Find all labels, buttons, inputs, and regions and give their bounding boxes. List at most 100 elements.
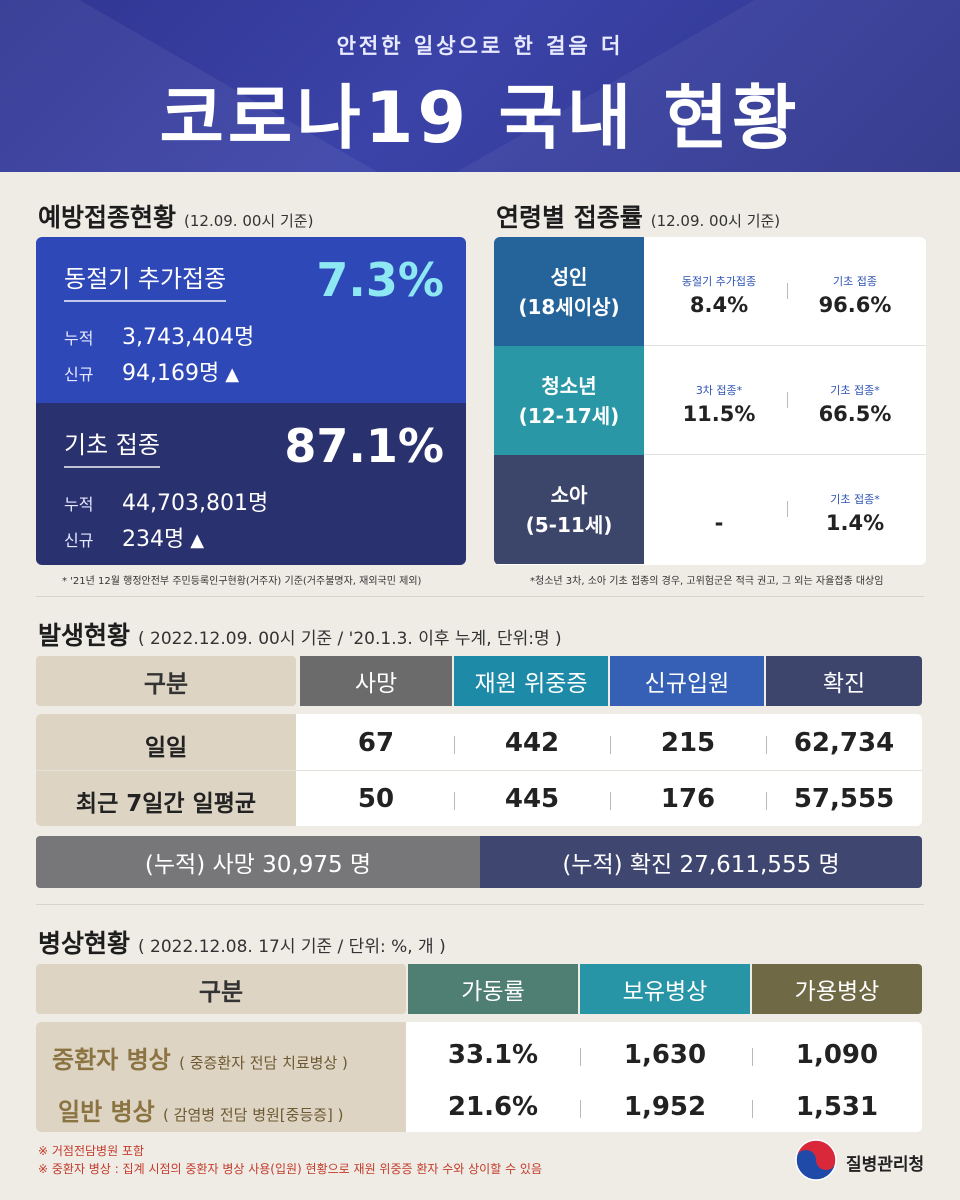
incidence-header-confirmed: 확진 xyxy=(766,656,922,706)
up-triangle-icon: ▲ xyxy=(225,364,240,385)
age-title: 연령별 접종률 xyxy=(496,203,643,232)
divider xyxy=(454,792,455,810)
age-cell-value: 8.4% xyxy=(689,293,749,317)
basic-panel: 기초 접종 87.1% 누적 44,703,801명 신규 234명 ▲ xyxy=(36,403,466,565)
booster-new: 94,169명 xyxy=(122,361,220,386)
weekly-icu: 445 xyxy=(504,784,560,814)
age-cell-value: 96.6% xyxy=(818,293,892,317)
bed-label-sub: ( 감염병 전담 병원[중등증] ) xyxy=(163,1106,344,1124)
icu-available: 1,090 xyxy=(795,1040,879,1070)
booster-cumulative-key: 누적 xyxy=(64,329,94,348)
age-cell-value: 66.5% xyxy=(818,402,892,426)
age-footnote: *청소년 3차, 소아 기초 접종의 경우, 고위험군은 적극 권고, 그 외는… xyxy=(530,576,884,587)
header-subtitle: 안전한 일상으로 한 걸음 더 xyxy=(336,34,624,58)
incidence-section-title: 발생현황 ( 2022.12.09. 00시 기준 / '20.1.3. 이후 누… xyxy=(38,616,562,652)
age-head-line2: (5-11세) xyxy=(525,512,613,537)
age-cell: 기초 접종* 1.4% xyxy=(790,455,920,564)
age-cell-value: 11.5% xyxy=(682,402,756,426)
bed-label-sub: ( 중증환자 전담 치료병상 ) xyxy=(179,1054,348,1072)
age-cell-value: - xyxy=(714,511,724,535)
beds-label-column xyxy=(36,1022,406,1132)
age-row-child: 소아 (5-11세) - 기초 접종* 1.4% xyxy=(494,455,926,564)
age-row-adult: 성인 (18세이상) 동절기 추가접종 8.4% 기초 접종 96.6% xyxy=(494,237,926,346)
beds-basis: ( 2022.12.08. 17시 기준 / 단위: %, 개 ) xyxy=(138,937,446,957)
age-head-line1: 소아 xyxy=(550,482,588,507)
age-cell-value: 1.4% xyxy=(825,511,885,535)
divider xyxy=(752,1048,753,1066)
age-panel: 성인 (18세이상) 동절기 추가접종 8.4% 기초 접종 96.6% 청소년… xyxy=(494,237,926,565)
icu-owned: 1,630 xyxy=(623,1040,707,1070)
beds-header-category: 구분 xyxy=(36,964,406,1014)
vaccination-title: 예방접종현황 xyxy=(38,203,177,232)
incidence-row-daily-label: 일일 xyxy=(144,735,188,761)
section-divider xyxy=(36,596,924,597)
daily-admission: 215 xyxy=(660,728,716,758)
age-section-title: 연령별 접종률 (12.09. 00시 기준) xyxy=(496,198,780,234)
age-cell: 3차 접종* 11.5% xyxy=(654,346,784,455)
basic-percent: 87.1% xyxy=(284,419,444,473)
basic-label: 기초 접종 xyxy=(64,425,160,468)
row-divider xyxy=(36,770,922,771)
incidence-header-death: 사망 xyxy=(300,656,452,706)
booster-percent: 7.3% xyxy=(316,253,444,307)
age-cell: 기초 접종* 66.5% xyxy=(790,346,920,455)
vaccination-basis: (12.09. 00시 기준) xyxy=(184,212,314,230)
bed-label-main: 중환자 병상 xyxy=(52,1046,171,1074)
weekly-admission: 176 xyxy=(660,784,716,814)
divider xyxy=(787,501,788,517)
header-banner: 안전한 일상으로 한 걸음 더 코로나19 국내 현황 xyxy=(0,0,960,172)
basic-cumulative: 44,703,801명 xyxy=(122,491,269,516)
agency-logo: 질병관리청 xyxy=(790,1136,940,1186)
age-head-child: 소아 (5-11세) xyxy=(494,455,644,564)
weekly-death: 50 xyxy=(357,784,395,814)
age-head-line1: 청소년 xyxy=(541,373,597,398)
incidence-header-icu: 재원 위중증 xyxy=(454,656,608,706)
booster-panel: 동절기 추가접종 7.3% 누적 3,743,404명 신규 94,169명 ▲ xyxy=(36,237,466,403)
age-cell-label: 3차 접종* xyxy=(695,384,743,397)
beds-header-rate: 가동률 xyxy=(408,964,578,1014)
age-cell: - xyxy=(654,455,784,564)
incidence-header-admission: 신규입원 xyxy=(610,656,764,706)
divider xyxy=(787,392,788,408)
taegeuk-icon xyxy=(795,1139,837,1181)
daily-confirmed: 62,734 xyxy=(793,728,895,758)
basic-new-key: 신규 xyxy=(64,531,94,550)
general-owned: 1,952 xyxy=(623,1092,707,1122)
basic-cumulative-key: 누적 xyxy=(64,495,94,514)
beds-row-general-label: 일반 병상 ( 감염병 전담 병원[중등증] ) xyxy=(58,1092,344,1127)
booster-label: 동절기 추가접종 xyxy=(64,259,227,302)
divider xyxy=(766,736,767,754)
divider xyxy=(752,1100,753,1118)
age-head-line2: (18세이상) xyxy=(518,294,620,319)
section-divider xyxy=(36,904,924,905)
weekly-confirmed: 57,555 xyxy=(793,784,895,814)
cumulative-confirmed: (누적) 확진 27,611,555 명 xyxy=(480,836,922,888)
incidence-row-weekly-label: 최근 7일간 일평균 xyxy=(75,791,257,817)
age-row-teen: 청소년 (12-17세) 3차 접종* 11.5% 기초 접종* 66.5% xyxy=(494,346,926,455)
general-rate: 21.6% xyxy=(447,1092,539,1122)
divider xyxy=(787,283,788,299)
age-cell: 기초 접종 96.6% xyxy=(790,237,920,346)
age-head-teen: 청소년 (12-17세) xyxy=(494,346,644,455)
incidence-header-category: 구분 xyxy=(36,656,296,706)
age-cell: 동절기 추가접종 8.4% xyxy=(654,237,784,346)
incidence-title: 발생현황 xyxy=(38,621,131,650)
divider xyxy=(454,736,455,754)
divider xyxy=(580,1100,581,1118)
divider xyxy=(610,736,611,754)
booster-new-row: 신규 94,169명 ▲ xyxy=(64,355,239,387)
age-basis: (12.09. 00시 기준) xyxy=(650,212,781,230)
note-1: ※ 거점전담병원 포함 xyxy=(38,1144,145,1158)
beds-row-icu-label: 중환자 병상 ( 중증환자 전담 치료병상 ) xyxy=(52,1040,348,1075)
booster-new-key: 신규 xyxy=(64,365,94,384)
age-cell-label: 동절기 추가접종 xyxy=(681,275,757,288)
beds-header-owned: 보유병상 xyxy=(580,964,750,1014)
booster-cumulative: 3,743,404명 xyxy=(122,325,255,350)
beds-title: 병상현황 xyxy=(38,929,131,958)
beds-section-title: 병상현황 ( 2022.12.08. 17시 기준 / 단위: %, 개 ) xyxy=(38,924,446,960)
up-triangle-icon: ▲ xyxy=(190,530,205,551)
cumulative-death: (누적) 사망 30,975 명 xyxy=(36,836,480,888)
beds-header-available: 가용병상 xyxy=(752,964,922,1014)
bed-label-main: 일반 병상 xyxy=(58,1098,155,1126)
header-title: 코로나19 국내 현황 xyxy=(159,77,801,159)
